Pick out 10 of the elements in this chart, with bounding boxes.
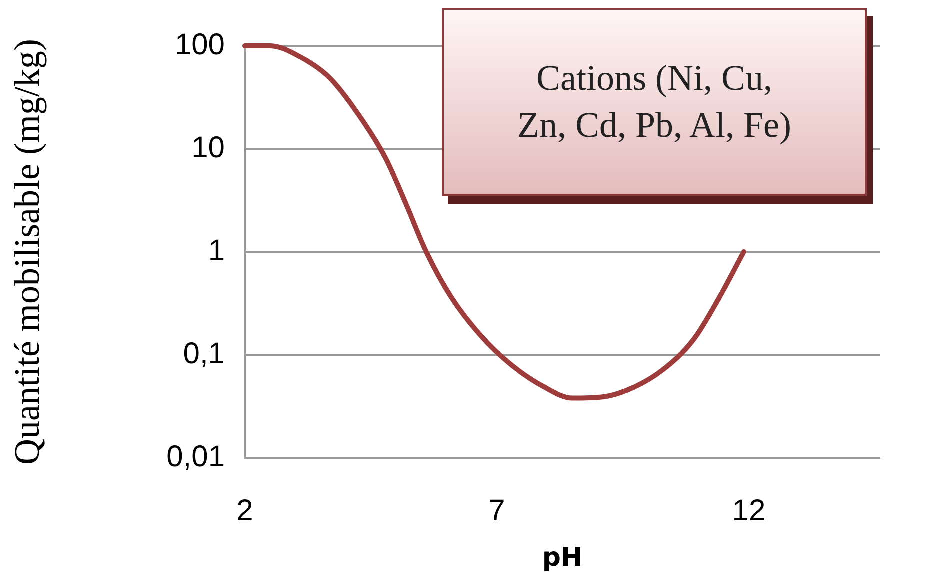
y-tick-label: 0,1 xyxy=(183,337,225,370)
x-axis-title: pH xyxy=(542,543,583,574)
y-tick-label: 0,01 xyxy=(166,440,225,474)
y-axis-title: Quantité mobilisable (mg/kg) xyxy=(7,39,48,465)
y-tick-label: 100 xyxy=(174,28,225,62)
y-tick-label: 1 xyxy=(208,234,225,268)
y-tick-label: 10 xyxy=(192,131,225,164)
x-tick-label: 2 xyxy=(236,494,254,528)
x-tick-label: 12 xyxy=(732,494,766,528)
x-tick-label: 7 xyxy=(488,494,506,528)
